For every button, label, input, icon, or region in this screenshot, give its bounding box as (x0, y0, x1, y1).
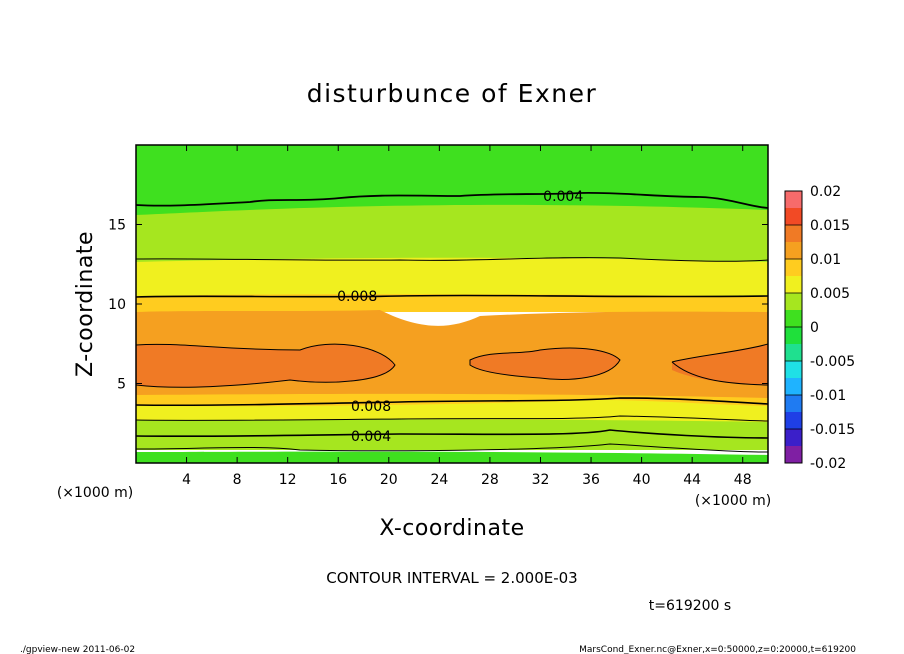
core-right (672, 344, 768, 385)
colorbar-tick-label: 0.02 (810, 184, 841, 200)
y-tick-label: 5 (117, 377, 126, 393)
footer-left: ./gpview-new 2011-06-02 (20, 645, 135, 654)
contour-line-bottom-thin (136, 443, 768, 453)
contour-line-0004-upper (136, 191, 768, 209)
x-tick-label: 40 (633, 472, 651, 488)
contour-label: 0.008 (351, 399, 391, 415)
y-tick-label: 10 (108, 297, 126, 313)
x-tick-label: 28 (481, 472, 499, 488)
colorbar-band (785, 429, 802, 446)
band-upper-gold (136, 294, 768, 312)
colorbar-tick-label: -0.015 (810, 422, 855, 438)
y-tick-label: 15 (108, 218, 126, 234)
color-bands (136, 145, 768, 463)
colorbar-band (785, 395, 802, 412)
x-tick-label: 36 (582, 472, 600, 488)
x-tick-label: 4 (182, 472, 191, 488)
colorbar-ticks: 0.02 0.015 0.01 0.005 0 -0.005 -0.01 -0.015 -0.0… (785, 184, 855, 472)
contour-label: 0.004 (351, 429, 391, 445)
contour-label: 0.004 (543, 189, 583, 205)
x-tick-label: 32 (532, 472, 550, 488)
colorbar-tick-label: 0.005 (810, 286, 850, 302)
band-lower-yellow (136, 400, 768, 425)
x-tick-label: 48 (734, 472, 752, 488)
colorbar-band (785, 242, 802, 259)
x-unit-right: (×1000 m) (695, 493, 771, 509)
contour-labels: 0.004 0.008 0.008 0.004 (337, 189, 583, 445)
colorbar-band (785, 412, 802, 429)
colorbar: 0.02 0.015 0.01 0.005 0 -0.005 -0.01 -0.015 -0.0… (784, 184, 855, 472)
contour-line-core-left (136, 343, 396, 388)
colorbar-band (785, 259, 802, 276)
footer-right: MarsCond_Exner.nc@Exner,x=0:50000,z=0:20… (579, 645, 856, 654)
contour-line-core-right (671, 343, 768, 386)
contour-line-upper-thin (136, 257, 768, 262)
contour-line-0008-upper (136, 294, 768, 298)
x-tick-label: 44 (683, 472, 701, 488)
colorbar-bands (785, 191, 802, 463)
x-tick-label: 8 (233, 472, 242, 488)
x-axis-label: X-coordinate (379, 516, 524, 541)
band-upper-yellow (136, 257, 768, 300)
x-tick-label: 24 (430, 472, 448, 488)
x-tick-label: 20 (380, 472, 398, 488)
y-ticks: 5 10 15 (108, 218, 768, 393)
contour-label: 0.008 (337, 289, 377, 305)
time-label: t=619200 s (649, 598, 731, 614)
y-axis-label: Z-coordinate (73, 231, 98, 377)
colorbar-band (785, 293, 802, 310)
colorbar-band (785, 446, 802, 463)
contour-line-core-middle (469, 347, 621, 380)
band-top (136, 145, 768, 215)
contour-line-0004-lower (136, 429, 768, 439)
colorbar-tick-label: -0.005 (810, 354, 855, 370)
colorbar-band (785, 310, 802, 327)
band-bottom-green (136, 451, 768, 463)
x-unit-left: (×1000 m) (57, 485, 133, 501)
chart-title: disturbunce of Exner (307, 79, 598, 108)
x-tick-label: 16 (329, 472, 347, 488)
colorbar-band (785, 378, 802, 395)
colorbar-band (785, 225, 802, 242)
contour-line-0008-lower (136, 397, 768, 407)
contour-interval: CONTOUR INTERVAL = 2.000E-03 (326, 569, 577, 587)
contour-line-lower-thin (136, 415, 768, 422)
colorbar-band (785, 191, 802, 208)
core-middle (470, 348, 620, 380)
colorbar-band (785, 344, 802, 361)
colorbar-tick-label: 0.01 (810, 252, 841, 268)
contour-plot: 0.004 0.008 0.008 0.004 (136, 145, 768, 463)
colorbar-tick-label: -0.01 (810, 388, 846, 404)
colorbar-band (785, 327, 802, 344)
colorbar-band (785, 276, 802, 293)
contour-lines (136, 191, 768, 453)
colorbar-band (785, 208, 802, 225)
colorbar-band (785, 361, 802, 378)
x-tick-label: 12 (279, 472, 297, 488)
x-ticks: 4 8 12 16 20 24 28 32 36 40 44 48 (182, 145, 752, 488)
colorbar-tick-label: -0.02 (810, 456, 846, 472)
core-left (136, 344, 395, 388)
colorbar-tick-label: 0.015 (810, 218, 850, 234)
colorbar-tick-label: 0 (810, 320, 819, 336)
